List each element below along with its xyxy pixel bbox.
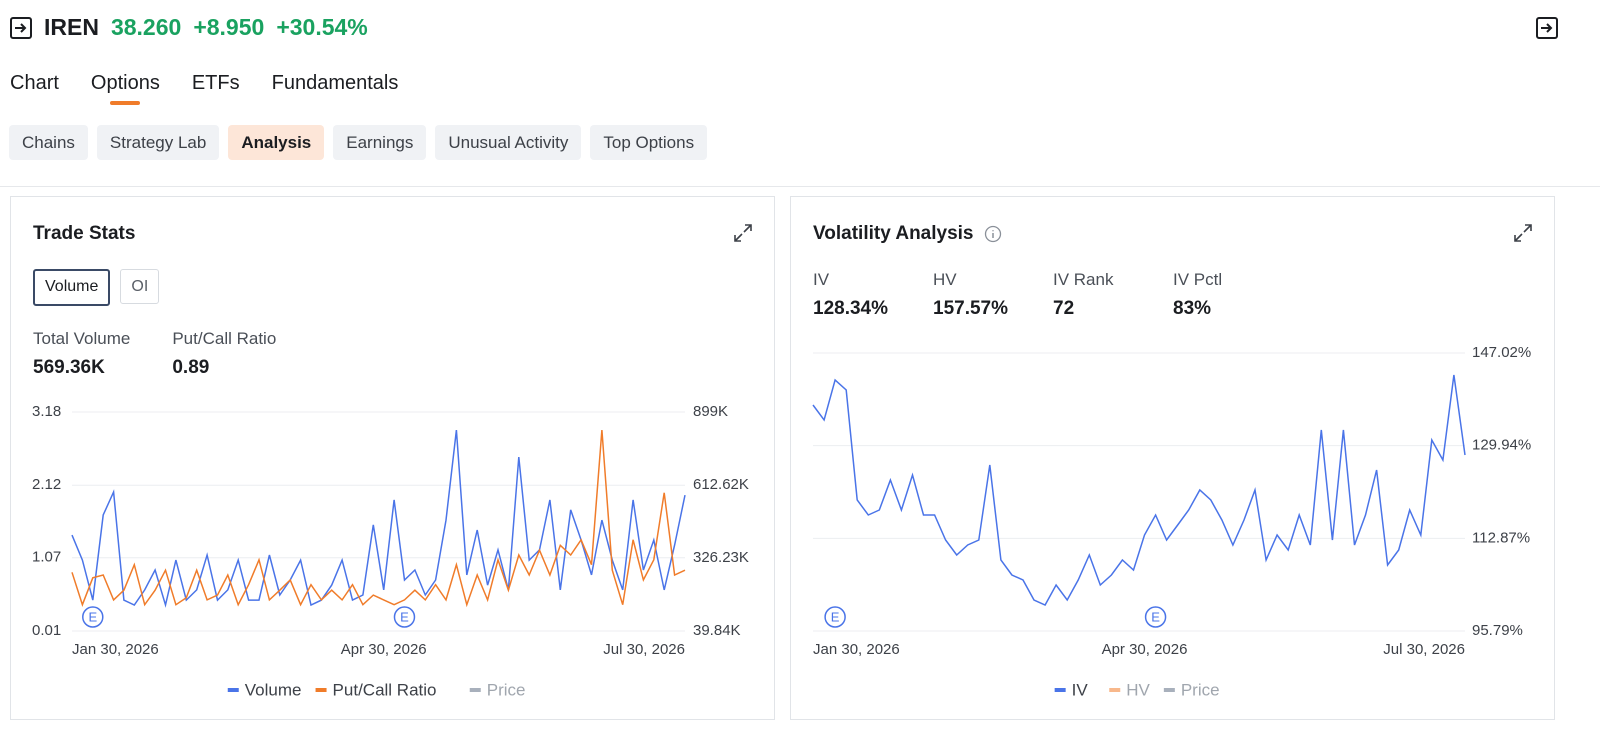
- legend-swatch: [227, 688, 239, 692]
- volatility-card: Volatility Analysis IV 128.34% HV 157.57% IV…: [790, 196, 1555, 720]
- y2-tick-label: 612.62K: [693, 476, 749, 493]
- y-tick-label: 0.01: [32, 622, 61, 639]
- subtab[interactable]: Strategy Lab: [96, 125, 220, 160]
- change-pct: +30.54%: [276, 14, 368, 40]
- stat-value: 0.89: [172, 357, 210, 378]
- legend-swatch: [1054, 688, 1066, 692]
- stat: Put/Call Ratio 0.89: [172, 329, 276, 379]
- tab[interactable]: ETFs: [191, 72, 240, 94]
- x-tick-label: Jul 30, 2026: [1383, 641, 1465, 658]
- tab[interactable]: Options: [91, 72, 160, 105]
- card-title: Trade Stats: [33, 223, 136, 244]
- legend-swatch: [315, 688, 327, 692]
- subtab[interactable]: Analysis: [228, 125, 325, 160]
- subtab[interactable]: Chains: [9, 125, 88, 160]
- stat-label: IV: [813, 270, 830, 289]
- info-icon[interactable]: [984, 225, 1002, 243]
- subtab[interactable]: Earnings: [333, 125, 427, 160]
- y-tick-label: 95.79%: [1472, 622, 1523, 639]
- y-tick-label: 3.18: [32, 403, 61, 420]
- tabs: Chart Options ETFs Fundamentals: [10, 72, 398, 105]
- stat: Total Volume 569.36K: [33, 329, 130, 379]
- y2-tick-label: 326.23K: [693, 549, 749, 566]
- title-row: Volatility Analysis: [813, 223, 1002, 245]
- toggle[interactable]: OI: [120, 269, 160, 304]
- volatility-chart: 95.79% 112.87% 129.94% 147.02% Jan 30, 2026 A…: [812, 344, 1531, 699]
- event-label: E: [831, 609, 840, 624]
- legend-label: Put/Call Ratio: [333, 680, 437, 699]
- quote-header: IREN 38.260 +8.950 +30.54%: [40, 14, 368, 41]
- legend-label: Volume: [245, 680, 302, 699]
- price: 38.260: [110, 14, 182, 40]
- legend-swatch: [469, 688, 481, 692]
- stat-value: 72: [1053, 298, 1075, 319]
- y-tick-label: 112.87%: [1472, 529, 1530, 546]
- x-tick-label: Apr 30, 2026: [341, 641, 427, 658]
- series-line: [812, 374, 1466, 606]
- event-marker: [824, 606, 846, 628]
- stat: IV Pctl 83%: [1173, 270, 1293, 320]
- separator: [0, 186, 1600, 187]
- expand-icon[interactable]: [1513, 223, 1533, 243]
- legend-label: Price: [487, 680, 526, 699]
- y-tick-label: 147.02%: [1472, 344, 1531, 361]
- x-tick-label: Jan 30, 2026: [813, 641, 900, 658]
- tab[interactable]: Fundamentals: [271, 72, 399, 94]
- y-tick-label: 129.94%: [1472, 437, 1531, 454]
- y-tick-label: 1.07: [32, 549, 61, 566]
- tab[interactable]: Chart: [10, 72, 59, 94]
- series-line: [71, 429, 686, 608]
- event-label: E: [1151, 609, 1160, 624]
- stat-label: IV Pctl: [1173, 270, 1223, 289]
- toggle[interactable]: Volume: [33, 269, 111, 306]
- trade-stats-chart: 0.01 1.07 2.12 3.18 39.84K 326.23K 612.62K 899K…: [32, 403, 749, 700]
- legend-label: Price: [1181, 680, 1220, 699]
- stat-value: 157.57%: [933, 298, 1009, 319]
- stat-label: Put/Call Ratio: [172, 329, 277, 348]
- change: +8.950: [193, 14, 265, 40]
- series-line: [71, 430, 686, 608]
- event-marker: [1144, 606, 1167, 628]
- stat-label: HV: [933, 270, 957, 289]
- stat-value: 83%: [1173, 298, 1212, 319]
- stats: IV 128.34% HV 157.57% IV Rank 72 IV Pctl 83%: [813, 270, 1293, 320]
- exit-icon[interactable]: [10, 17, 32, 39]
- stat-value: 128.34%: [813, 298, 889, 319]
- legend-swatch: [1109, 688, 1121, 692]
- collapse-icon[interactable]: [1536, 17, 1558, 39]
- x-tick-label: Apr 30, 2026: [1102, 641, 1188, 658]
- card-title: Volatility Analysis: [813, 223, 974, 244]
- stat-label: Total Volume: [33, 329, 131, 348]
- event-marker: [393, 606, 416, 628]
- stat-label: IV Rank: [1053, 270, 1114, 289]
- event-label: E: [88, 609, 97, 624]
- legend-label: HV: [1126, 680, 1150, 699]
- x-tick-label: Jul 30, 2026: [603, 641, 685, 658]
- subtabs: Chains Strategy Lab Analysis Earnings Unusua…: [9, 125, 708, 160]
- stats: Total Volume 569.36K Put/Call Ratio 0.89: [33, 329, 276, 379]
- stat: HV 157.57%: [933, 270, 1053, 320]
- trade-stats-card: Trade Stats Volume OI Total Volume 569.36K…: [10, 196, 775, 720]
- stat: IV 128.34%: [813, 270, 933, 320]
- toggles: Volume OI: [33, 269, 160, 306]
- stat: IV Rank 72: [1053, 270, 1173, 320]
- y-tick-label: 2.12: [32, 476, 61, 493]
- y2-tick-label: 39.84K: [693, 622, 741, 639]
- stat-value: 569.36K: [33, 357, 105, 378]
- x-tick-label: Jan 30, 2026: [72, 641, 159, 658]
- y2-tick-label: 899K: [693, 403, 728, 420]
- ticker: IREN: [44, 14, 99, 40]
- legend-swatch: [1163, 688, 1175, 692]
- event-marker: [82, 606, 104, 628]
- event-label: E: [400, 609, 409, 624]
- subtab[interactable]: Unusual Activity: [435, 125, 582, 160]
- expand-icon[interactable]: [733, 223, 753, 243]
- subtab[interactable]: Top Options: [590, 125, 708, 160]
- legend-label: IV: [1072, 680, 1089, 699]
